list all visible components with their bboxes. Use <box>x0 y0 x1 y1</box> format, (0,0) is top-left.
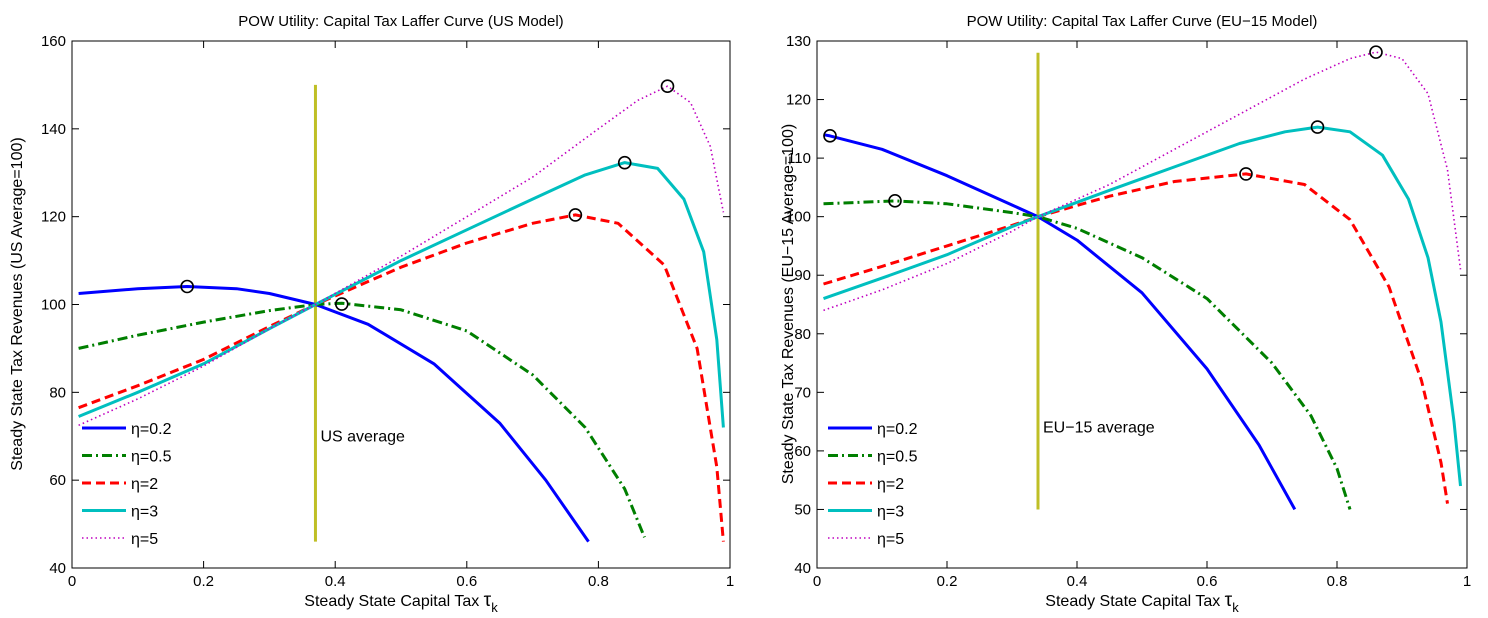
average-label: EU−15 average <box>1043 419 1155 436</box>
legend-label: η=0.5 <box>131 449 172 466</box>
series-line <box>78 213 725 542</box>
x-tick-label: 0 <box>68 573 76 590</box>
legend-label: η=0.2 <box>131 421 172 438</box>
legend-label: η=2 <box>131 476 158 493</box>
y-tick-label: 90 <box>794 267 811 284</box>
y-tick-label: 130 <box>786 33 811 50</box>
y-tick-label: 100 <box>786 209 811 226</box>
y-tick-label: 160 <box>41 33 66 50</box>
y-tick-label: 140 <box>41 121 66 138</box>
y-tick-label: 120 <box>41 209 66 226</box>
x-tick-label: 0.2 <box>937 573 958 590</box>
x-axis-label: Steady State Capital Tax τk <box>304 590 498 615</box>
plot-area-frame <box>71 40 731 569</box>
peak-marker <box>617 155 632 170</box>
series-line <box>78 161 725 428</box>
x-tick-label: 0.6 <box>1197 573 1218 590</box>
y-tick-label: 60 <box>794 443 811 460</box>
series-line <box>823 199 1352 510</box>
y-tick-label: 50 <box>794 501 811 518</box>
y-tick-label: 110 <box>787 150 811 167</box>
x-tick-label: 0.8 <box>588 573 609 590</box>
legend-label: η=2 <box>877 476 904 493</box>
x-tick-label: 0.4 <box>325 573 346 590</box>
chart-title: POW Utility: Capital Tax Laffer Curve (U… <box>238 13 563 30</box>
legend-label: η=3 <box>877 504 904 521</box>
peak-marker <box>180 279 194 294</box>
legend-label: η=3 <box>131 504 158 521</box>
peak-marker <box>1310 120 1325 134</box>
x-tick-label: 0.2 <box>193 573 214 590</box>
peak-marker <box>823 129 837 143</box>
chart-title: POW Utility: Capital Tax Laffer Curve (E… <box>967 13 1318 30</box>
y-axis-label: Steady State Tax Revenues (US Average=10… <box>9 137 26 470</box>
chart-eu15-model: POW Utility: Capital Tax Laffer Curve (E… <box>780 13 1471 615</box>
y-tick-label: 60 <box>49 472 66 489</box>
y-tick-label: 100 <box>41 297 66 314</box>
peak-marker <box>1239 167 1253 181</box>
x-tick-label: 1 <box>1463 573 1471 590</box>
y-tick-label: 70 <box>794 384 811 401</box>
series-line <box>78 301 646 538</box>
legend-label: η=0.2 <box>877 421 918 438</box>
peak-marker <box>660 79 675 94</box>
legend-label: η=5 <box>877 531 904 548</box>
x-tick-label: 0.6 <box>456 573 477 590</box>
x-tick-label: 0.4 <box>1067 573 1088 590</box>
y-tick-label: 40 <box>49 560 66 577</box>
y-tick-label: 120 <box>786 92 811 109</box>
peak-marker <box>568 208 583 222</box>
average-label: US average <box>320 428 405 445</box>
x-axis-label: Steady State Capital Tax τk <box>1045 590 1239 615</box>
x-tick-label: 0 <box>813 573 821 590</box>
series-line <box>823 51 1462 312</box>
peak-marker <box>888 194 902 208</box>
y-axis-label: Steady State Tax Revenues (EU−15 Average… <box>780 124 797 485</box>
chart-us-model: POW Utility: Capital Tax Laffer Curve (U… <box>9 13 734 615</box>
legend-label: η=0.5 <box>877 449 918 466</box>
x-tick-label: 1 <box>726 573 734 590</box>
x-tick-label: 0.8 <box>1327 573 1348 590</box>
series-line <box>823 125 1462 487</box>
plot-area-frame <box>816 40 1468 569</box>
y-tick-label: 40 <box>794 560 811 577</box>
peak-marker <box>334 297 349 311</box>
peak-marker <box>1369 45 1383 59</box>
y-tick-label: 80 <box>794 326 811 343</box>
legend-label: η=5 <box>131 531 158 548</box>
series-line <box>823 172 1449 504</box>
y-tick-label: 80 <box>49 384 66 401</box>
